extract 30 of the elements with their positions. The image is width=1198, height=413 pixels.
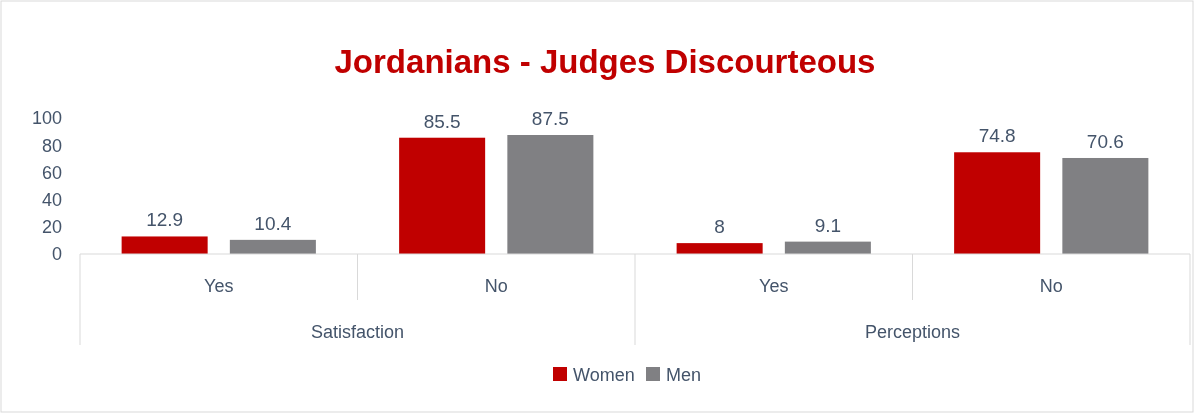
data-label: 10.4 <box>254 212 292 234</box>
y-tick-label: 60 <box>41 162 62 183</box>
text: Perceptions <box>864 322 961 342</box>
x-tick-label: Yes <box>759 276 789 296</box>
data-label: 8 <box>714 216 725 238</box>
bar <box>229 239 316 254</box>
bar <box>399 137 486 254</box>
bar <box>954 152 1041 254</box>
x-tick-label: Yes <box>204 276 234 296</box>
data-label: 70.6 <box>1086 130 1124 152</box>
y-tick-label: 80 <box>41 135 62 156</box>
bar <box>507 135 594 254</box>
legend-label: Women <box>573 365 635 385</box>
bar <box>676 243 763 254</box>
chart-title: Jordanians - Judges Discourteous <box>334 43 876 80</box>
bar <box>121 236 208 254</box>
legend-label: Men <box>666 365 702 385</box>
data-label: 74.8 <box>978 125 1016 147</box>
data-label: 85.5 <box>423 110 461 132</box>
data-label: 87.5 <box>531 108 569 129</box>
data-label: 9.1 <box>814 214 842 236</box>
y-tick-label: 40 <box>41 189 62 210</box>
y-tick-label: 20 <box>41 217 62 238</box>
x-tick-label: No <box>1039 276 1063 296</box>
data-label: 12.9 <box>146 209 184 231</box>
bar <box>1062 157 1149 254</box>
y-tick-label: 100 <box>31 108 62 129</box>
text: Satisfaction <box>310 322 405 342</box>
y-tick-label: 0 <box>51 244 62 265</box>
x-tick-label: No <box>484 276 508 296</box>
